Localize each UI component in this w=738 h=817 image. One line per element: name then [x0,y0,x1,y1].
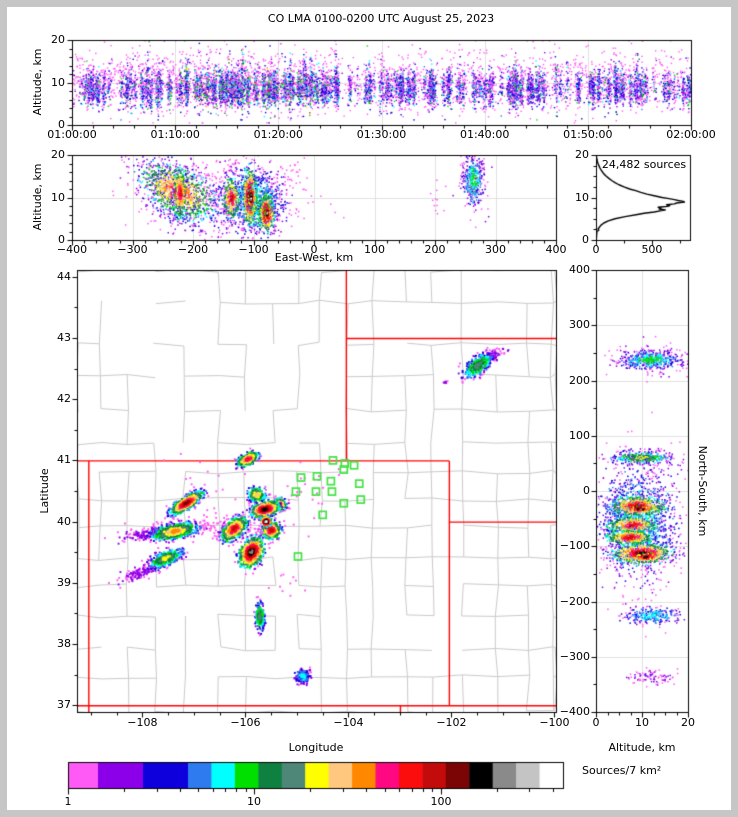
tick-label: 42 [57,392,71,406]
tick-label: −106 [230,716,261,729]
tick-label: 200 [569,373,590,387]
tick-label: 0 [583,484,590,497]
tick-label: −200 [177,243,209,256]
tick-label: −300 [559,649,590,663]
tick-label: −108 [127,716,158,729]
tick-label: 43 [57,330,71,344]
tick-label: 01:40:00 [459,128,510,141]
tick-label: 20 [575,148,589,161]
tick-label: 10 [51,75,65,89]
tick-label: 500 [641,243,663,256]
tick-label: 100 [364,243,385,256]
tick-label: 40 [57,514,71,528]
tick-label: 10 [575,190,589,204]
time-panel-ylabel: Altitude, km [31,48,44,116]
tick-label: −100 [559,539,590,553]
ew-panel-ylabel: Altitude, km [31,163,44,231]
ew-panel-xlabel: East-West, km [274,251,354,264]
tick-label: −100 [539,716,570,729]
tick-label: 100 [569,428,590,442]
tick-label: −300 [117,243,148,256]
tick-label: 1 [64,795,72,808]
tick-label: −400 [56,243,88,256]
tick-label: 01:00:00 [47,128,97,141]
map-ylabel: Latitude [38,468,51,514]
ns-panel-ylabel: North-South, km [696,445,709,537]
tick-label: 10 [635,716,649,729]
histogram-sources-count: 24,482 sources [601,158,687,171]
tick-label: 400 [545,243,567,256]
ns-panel-xlabel: Altitude, km [608,741,676,754]
map-xlabel: Longitude [288,741,344,754]
tick-label: 0 [310,243,318,256]
tick-label: 0 [582,233,589,246]
tick-label: 0 [58,118,65,131]
tick-label: 100 [430,795,452,808]
tick-label: 38 [57,637,71,651]
tick-label: 41 [57,453,71,467]
tick-label: 0 [58,233,65,246]
tick-label: −102 [436,716,467,729]
tick-label: 01:10:00 [150,128,200,141]
colorbar-title: Sources/7 km² [582,764,662,777]
tick-label: 0 [592,243,600,256]
tick-label: 44 [57,269,71,283]
tick-label: 01:50:00 [563,128,613,141]
tick-label: 01:30:00 [356,128,407,141]
tick-label: 0 [592,716,600,729]
tick-label: 400 [569,263,590,276]
tick-label: 300 [569,318,590,332]
tick-label: −100 [238,243,269,256]
tick-label: 02:00:00 [666,128,716,141]
tick-label: 39 [57,575,71,589]
tick-label: 20 [51,148,65,161]
tick-label: 200 [424,243,446,256]
tick-label: −200 [559,594,590,608]
tick-label: −104 [333,716,364,729]
figure-title: CO LMA 0100-0200 UTC August 25, 2023 [267,12,495,25]
tick-label: 20 [681,716,695,729]
tick-label: 37 [57,698,71,712]
tick-label: 10 [51,190,65,204]
tick-label: 10 [247,795,261,808]
tick-label: 20 [51,33,65,46]
tick-label: 01:20:00 [253,128,304,141]
tick-label: −400 [559,705,590,718]
tick-label: 300 [485,243,506,256]
